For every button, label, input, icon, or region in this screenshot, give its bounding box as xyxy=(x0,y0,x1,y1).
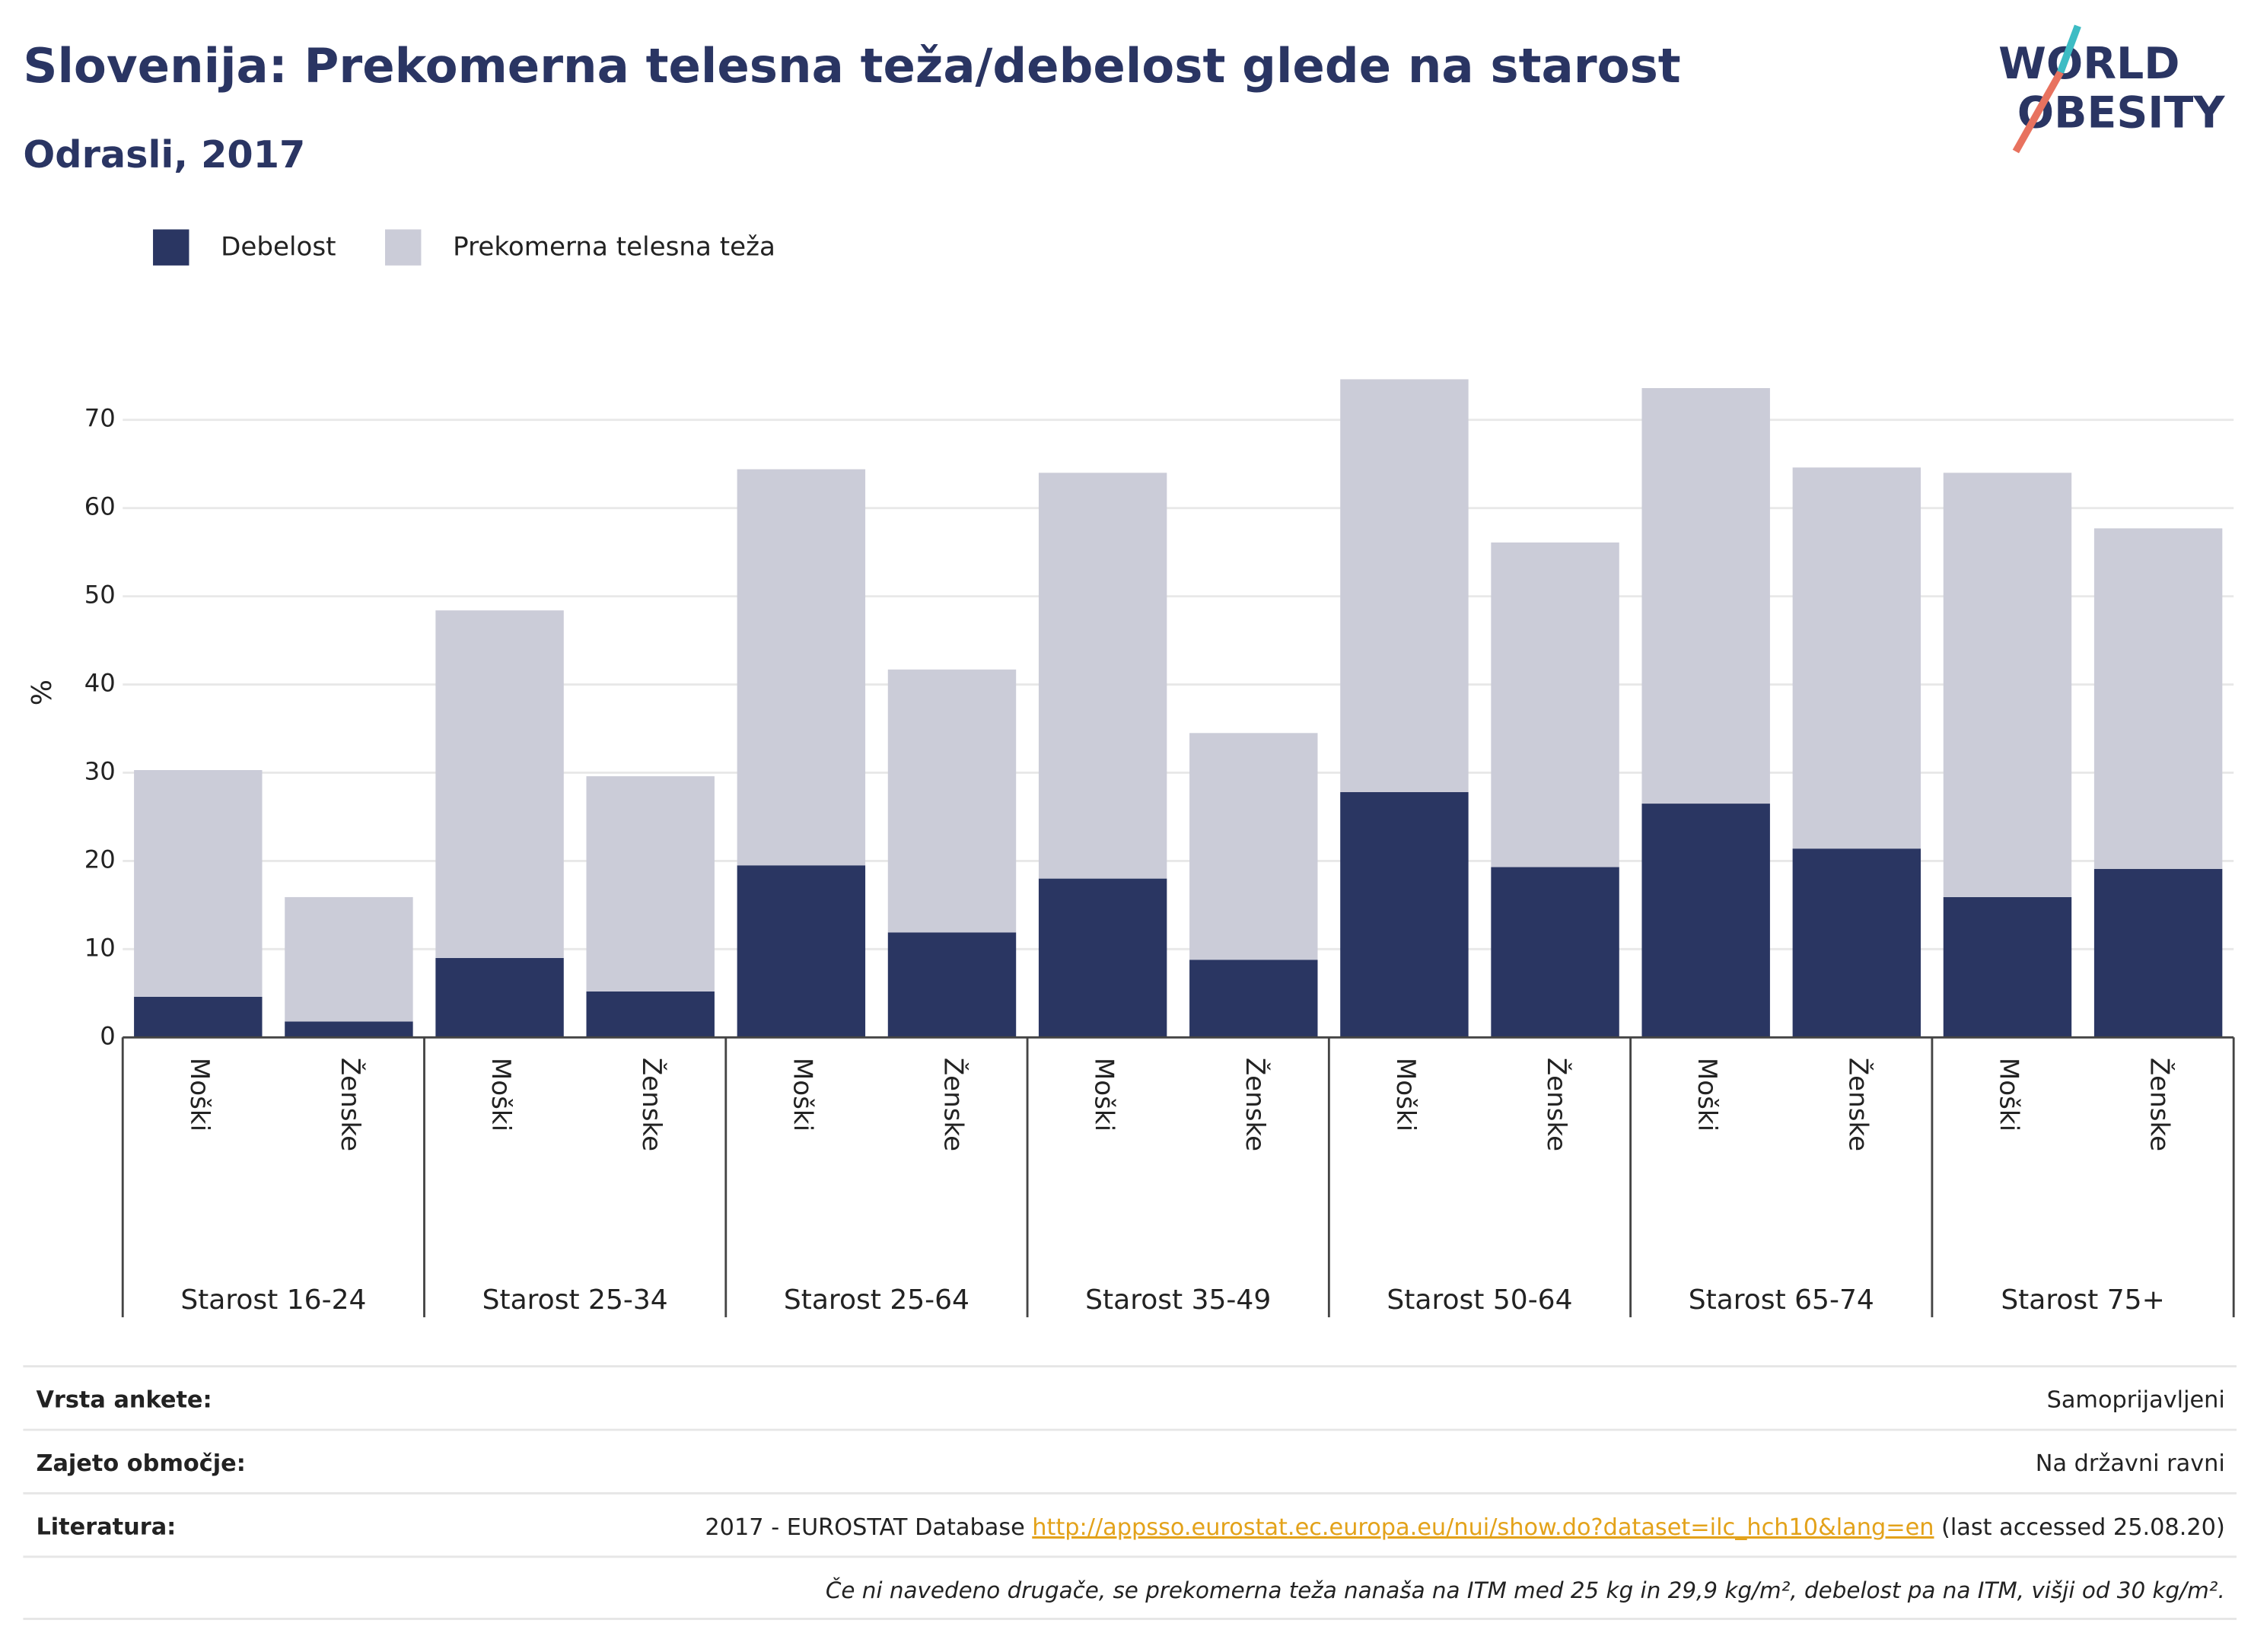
y-tick-label: 10 xyxy=(84,933,116,962)
bar-segment xyxy=(2093,528,2223,869)
y-tick-label: 70 xyxy=(84,404,116,433)
logo-text: OBESITY xyxy=(2017,88,2225,138)
x-tick-label: Moški xyxy=(1390,1058,1421,1132)
bar-segment xyxy=(285,896,413,1022)
bar-segment xyxy=(586,776,715,992)
bar-segment xyxy=(435,957,564,1038)
bar-segment xyxy=(1491,542,1619,867)
group-label: Starost 35-49 xyxy=(1085,1284,1271,1316)
x-tick-label: Moški xyxy=(1089,1058,1119,1132)
bar-segment xyxy=(435,610,564,958)
logo-text: WORLD xyxy=(1998,39,2179,89)
x-tick-label: Ženske xyxy=(2144,1058,2176,1151)
logo-slash xyxy=(2057,24,2081,74)
bar-segment xyxy=(737,865,866,1038)
bar-segment xyxy=(1943,473,2072,897)
group-label: Starost 25-34 xyxy=(482,1284,668,1316)
reference-text: (last accessed 25.08.20) xyxy=(1941,1514,2225,1540)
y-axis-label: % xyxy=(27,680,58,705)
footer-value: Na državni ravni xyxy=(2036,1450,2225,1477)
group-label: Starost 25-64 xyxy=(784,1284,969,1316)
bar-segment xyxy=(2093,868,2223,1038)
x-tick-label: Moški xyxy=(184,1058,215,1132)
logo: WORLD OBESITY xyxy=(1998,24,2225,154)
bar-segment xyxy=(1792,848,1921,1038)
footer-label: Vrsta ankete: xyxy=(36,1387,212,1414)
x-tick-label: Ženske xyxy=(1541,1058,1572,1151)
y-tick-label: 30 xyxy=(84,756,116,785)
x-tick-label: Ženske xyxy=(335,1058,366,1151)
bar-segment xyxy=(1340,379,1469,792)
x-tick-label: Ženske xyxy=(1240,1058,1271,1151)
bar-segment xyxy=(1792,467,1921,849)
x-tick-label: Ženske xyxy=(1842,1058,1874,1151)
bar-segment xyxy=(1641,388,1770,804)
bar-segment xyxy=(134,996,263,1038)
chart-subtitle: Odrasli, 2017 xyxy=(23,132,305,177)
footer-value: Samoprijavljeni xyxy=(2047,1387,2225,1414)
footer-label: Literatura: xyxy=(36,1514,176,1540)
legend-swatch xyxy=(153,229,189,266)
bar-segment xyxy=(586,991,715,1038)
x-tick-label: Ženske xyxy=(636,1058,667,1151)
legend-swatch xyxy=(385,229,422,266)
x-tick-label: Moški xyxy=(486,1058,516,1132)
x-tick-label: Moški xyxy=(787,1058,817,1132)
x-tick-label: Ženske xyxy=(938,1058,969,1151)
bar-segment xyxy=(887,669,1017,933)
bar-segment xyxy=(1038,473,1167,879)
y-tick-label: 60 xyxy=(84,492,116,521)
chart-title: Slovenija: Prekomerna telesna teža/debel… xyxy=(23,38,1680,94)
group-label: Starost 75+ xyxy=(2001,1284,2164,1316)
bar-segment xyxy=(1943,896,2072,1038)
footer-value: 2017 - EUROSTAT Database http://appsso.eu… xyxy=(705,1514,2224,1540)
reference-text: 2017 - EUROSTAT Database xyxy=(705,1514,1024,1540)
bar-segment xyxy=(1038,878,1167,1038)
logo-slash xyxy=(2012,70,2064,154)
y-tick-label: 40 xyxy=(84,669,116,698)
bar-segment xyxy=(737,469,866,866)
x-tick-label: Moški xyxy=(1692,1058,1722,1132)
bar-segment xyxy=(887,932,1017,1038)
bar-segment xyxy=(285,1021,413,1038)
group-label: Starost 16-24 xyxy=(180,1284,366,1316)
bar-segment xyxy=(1641,804,1770,1038)
bar-segment xyxy=(134,770,263,997)
footer-label: Zajeto območje: xyxy=(36,1450,245,1477)
bar-segment xyxy=(1340,791,1469,1038)
x-tick-label: Moški xyxy=(1993,1058,2023,1132)
legend-label: Prekomerna telesna teža xyxy=(453,232,775,263)
reference-link[interactable]: http://appsso.eurostat.ec.europa.eu/nui/… xyxy=(1032,1514,1934,1540)
group-label: Starost 65-74 xyxy=(1689,1284,1874,1316)
y-tick-label: 20 xyxy=(84,845,116,874)
y-tick-label: 50 xyxy=(84,581,116,610)
bar-segment xyxy=(1189,733,1318,960)
legend-label: Debelost xyxy=(221,232,336,263)
bar-segment xyxy=(1491,867,1619,1038)
bar-segment xyxy=(1189,960,1318,1038)
y-tick-label: 0 xyxy=(100,1021,116,1050)
group-label: Starost 50-64 xyxy=(1387,1284,1572,1316)
footnote: Če ni navedeno drugače, se prekomerna te… xyxy=(826,1576,2225,1603)
